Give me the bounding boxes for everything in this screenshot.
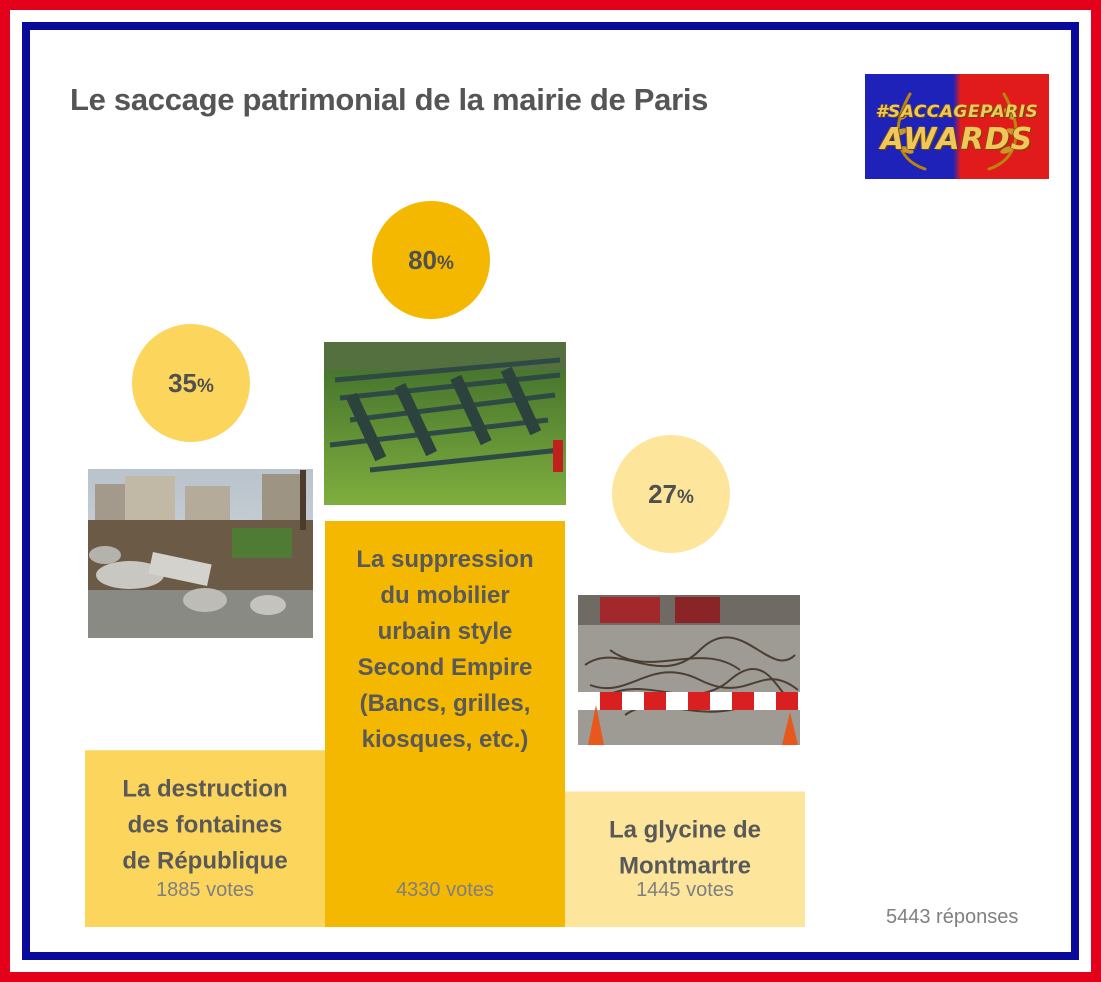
bar-3-percent-label: 27%: [648, 479, 694, 509]
bar-2-percent-label: 80%: [408, 245, 454, 275]
page-title: Le saccage patrimonial de la mairie de P…: [70, 82, 709, 117]
saccageparis-awards-logo: #SACCAGEPARIS AWARDS: [865, 74, 1049, 179]
bar-2-percent-bubble: [372, 201, 490, 319]
bar-1-category-label: La destruction des fontaines de République: [122, 775, 287, 874]
logo-hashtag-text: #SACCAGEPARIS: [875, 102, 1039, 122]
second-empire-benches-photo: [324, 342, 566, 505]
republique-fountain-photo: [88, 469, 313, 638]
bar-3: [565, 791, 805, 927]
bar-1-vote-count: 1885 votes: [156, 879, 254, 901]
montmartre-wisteria-photo: [578, 595, 800, 745]
bar-2: [325, 521, 565, 927]
bar-1: [85, 750, 325, 927]
bar-1-percent-label: 35%: [168, 368, 214, 398]
bar-3-percent-bubble: [612, 435, 730, 553]
bar-3-vote-count: 1445 votes: [636, 879, 734, 901]
middle-white-frame: [10, 10, 1091, 972]
bar-2-vote-count: 4330 votes: [396, 879, 494, 901]
inner-blue-frame: [22, 22, 1079, 960]
bar-2-category-label: La suppression du mobilier urbain style Sec…: [356, 546, 533, 753]
total-responses-label: 5443 réponses: [886, 906, 1019, 928]
laurel-wreath-icon: [894, 92, 1020, 171]
bar-1-percent-bubble: [132, 324, 250, 442]
bar-3-category-label: La glycine de Montmartre: [609, 817, 761, 880]
logo-awards-text: AWARDS: [880, 122, 1034, 157]
